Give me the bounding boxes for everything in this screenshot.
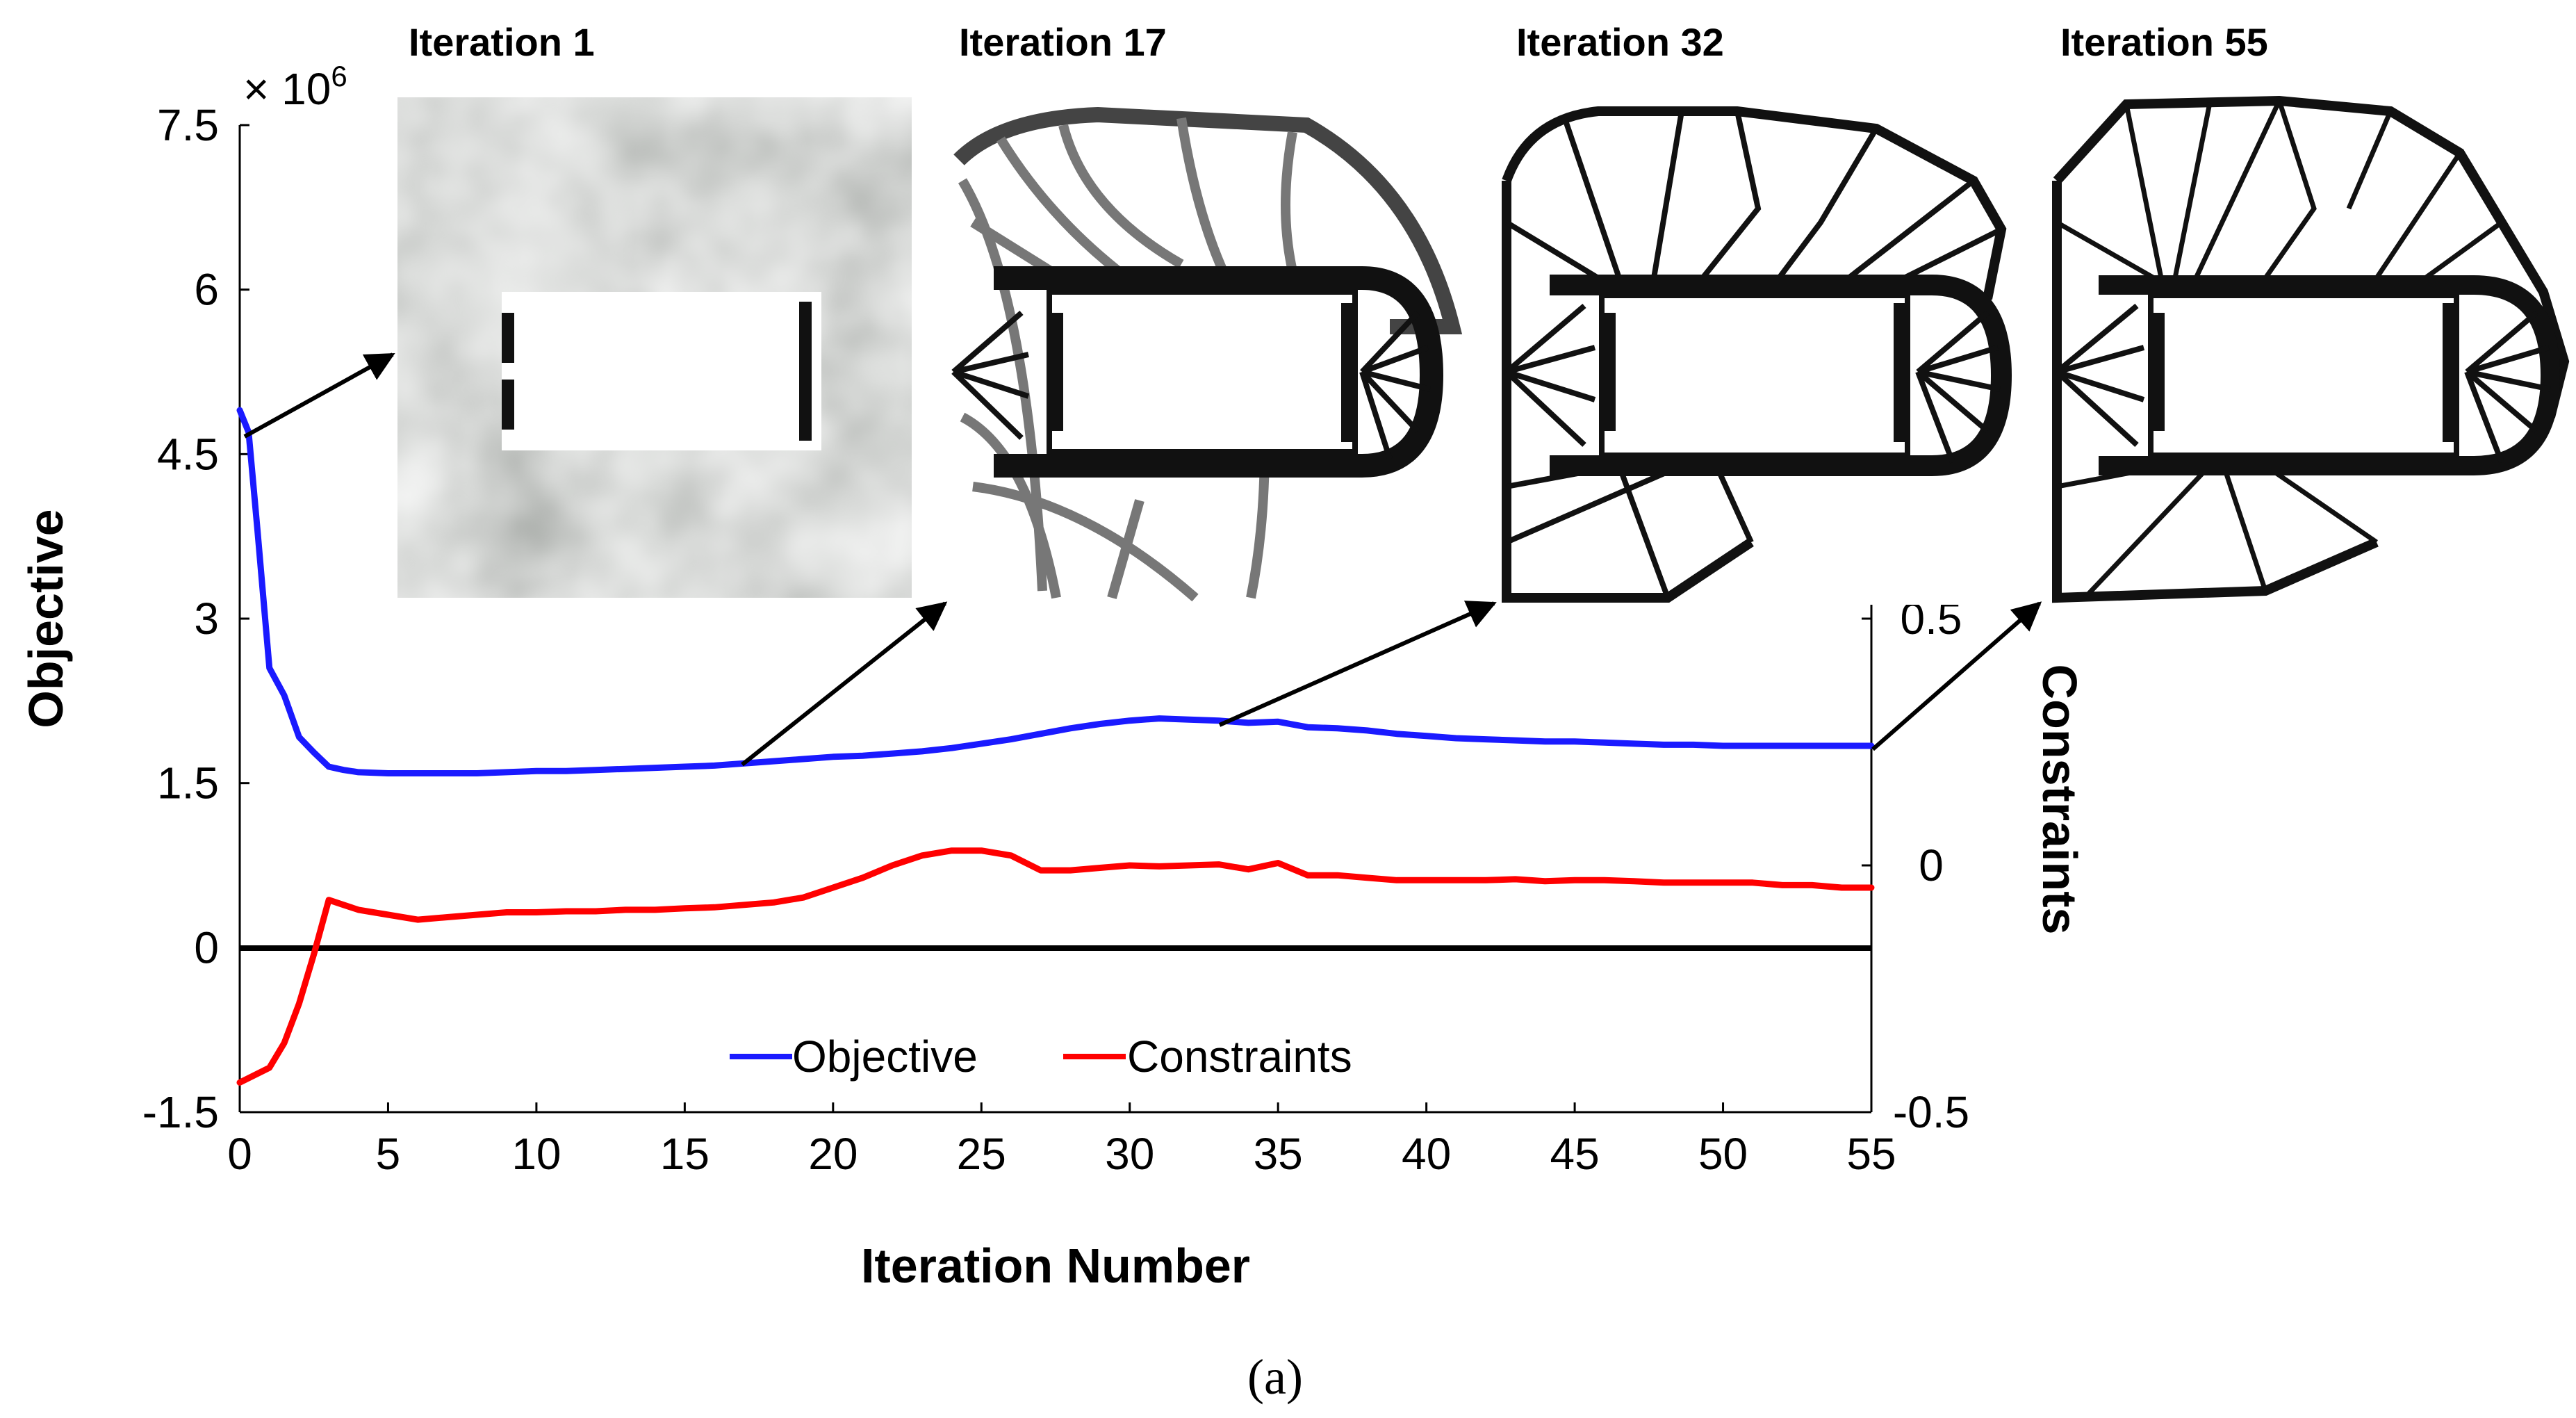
inset-32-right-spokes xyxy=(1915,310,2001,464)
y-tick-label: 7.5 xyxy=(157,100,219,150)
inset-32-left-spokes xyxy=(1504,303,1596,447)
y-axis-ticks: -1.5 0 1.5 3 4.5 6 7.5 xyxy=(142,100,249,1137)
inset-55-left-spokes xyxy=(2055,303,2145,447)
y-tick-label: 1.5 xyxy=(157,758,219,808)
inset-32-cavity xyxy=(1599,293,1910,458)
inset-17-left-spokes xyxy=(951,310,1030,440)
inset-55-right-spokes xyxy=(2464,310,2551,464)
inset-1-cavity xyxy=(502,292,821,450)
x-tick-label: 45 xyxy=(1550,1129,1599,1179)
series-line-constraints xyxy=(236,847,1875,1086)
inset-1-tooth-left-top xyxy=(502,313,514,363)
inset-title-iteration-1: Iteration 1 xyxy=(409,20,595,64)
y2-tick-label: 0 xyxy=(1919,840,1944,890)
series-layer xyxy=(236,407,1875,1086)
inset-55-cavity xyxy=(2148,293,2459,458)
inset-17-right-spokes xyxy=(1359,311,1431,460)
y-tick-label: 6 xyxy=(194,265,219,315)
callout-arrows xyxy=(243,352,2042,767)
x-tick-label: 30 xyxy=(1105,1129,1154,1179)
inset-55-core-frame xyxy=(2099,275,2561,475)
x-axis-title: Iteration Number xyxy=(861,1239,1250,1293)
y-tick-label: 0 xyxy=(194,922,219,972)
y-tick-label: 3 xyxy=(194,594,219,644)
inset-17-grey-web xyxy=(958,117,1297,602)
inset-32-tooth-right xyxy=(1894,303,1908,442)
x-tick-label: 35 xyxy=(1254,1129,1303,1179)
inset-17-cavity xyxy=(1047,289,1358,455)
figure-caption: (a) xyxy=(1247,1349,1303,1405)
inset-1-tooth-left-bottom xyxy=(502,380,514,430)
inset-17-core-frame xyxy=(994,266,1444,478)
inset-55-bracing xyxy=(2056,99,2504,600)
legend-label-constraints: Constraints xyxy=(1127,1032,1352,1082)
inset-iteration-17 xyxy=(951,106,1463,605)
x-axis-ticks: 0 5 10 15 20 25 30 35 40 45 50 55 xyxy=(227,1102,1896,1179)
y-tick-label: 4.5 xyxy=(157,429,219,479)
y2-axis-title: Constraints xyxy=(2033,665,2087,935)
y2-tick-label: -0.5 xyxy=(1893,1087,1969,1137)
x-tick-label: 55 xyxy=(1846,1129,1896,1179)
inset-32-outer-truss xyxy=(1502,106,2007,603)
x-tick-label: 20 xyxy=(808,1129,858,1179)
legend: Objective Constraints xyxy=(730,1032,1352,1082)
inset-title-iteration-17: Iteration 17 xyxy=(959,20,1167,64)
x-tick-label: 15 xyxy=(660,1129,709,1179)
y-tick-label: -1.5 xyxy=(142,1087,219,1137)
inset-17-tooth-right xyxy=(1341,303,1355,442)
legend-label-objective: Objective xyxy=(792,1032,978,1082)
x-tick-label: 10 xyxy=(511,1129,561,1179)
x-tick-label: 40 xyxy=(1402,1129,1451,1179)
inset-17-outer-arch xyxy=(953,106,1463,334)
x-tick-label: 5 xyxy=(376,1129,401,1179)
inset-32-core-frame xyxy=(1550,275,2012,476)
inset-1-tooth-right xyxy=(799,302,812,441)
x-tick-label: 50 xyxy=(1698,1129,1748,1179)
inset-iteration-1 xyxy=(397,97,912,598)
x-tick-label: 25 xyxy=(957,1129,1006,1179)
arrow-to-iteration-1 xyxy=(243,352,395,439)
series-line-objective xyxy=(236,407,1875,776)
arrow-to-iteration-17 xyxy=(741,601,948,767)
inset-17-tooth-left xyxy=(1049,313,1063,431)
inset-55-tooth-left xyxy=(2151,313,2165,431)
y-multiplier-label: × 106 xyxy=(243,60,347,114)
inset-title-iteration-55: Iteration 55 xyxy=(2060,20,2268,64)
inset-iteration-32 xyxy=(1500,106,2028,605)
inset-32-tooth-left xyxy=(1602,313,1616,431)
inset-iteration-55 xyxy=(2050,95,2570,605)
arrow-to-iteration-32 xyxy=(1218,601,1497,727)
inset-title-iteration-32: Iteration 32 xyxy=(1516,20,1724,64)
x-tick-label: 0 xyxy=(227,1129,252,1179)
arrow-to-iteration-55 xyxy=(1871,601,2042,751)
inset-55-tooth-right xyxy=(2443,303,2456,442)
y-axis-title: Objective xyxy=(19,509,73,728)
